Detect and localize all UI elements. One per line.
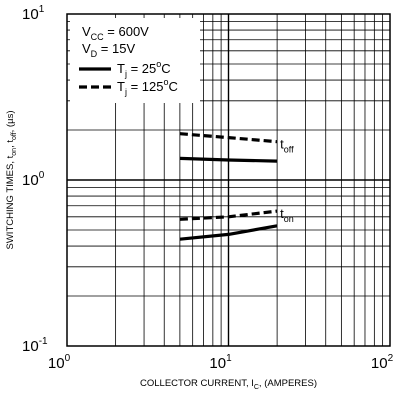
legend-cond-rest: = 600V [104, 24, 150, 39]
xlabel-sub: C [254, 384, 259, 391]
ylabel-sub2: off [11, 132, 18, 140]
series-line-off-dashed [179, 132, 278, 144]
legend-entry-unit: C [161, 61, 170, 76]
y-tick-base: 10 [22, 6, 39, 23]
x-tick-exponent: 2 [388, 353, 394, 364]
y-tick-label: 10-1 [22, 336, 48, 355]
annotation-ton: ton [280, 206, 294, 224]
legend-cond-rest: = 15V [97, 41, 135, 56]
annotation-sub: on [284, 214, 294, 224]
legend-entry-label: Tj = 25oC [117, 59, 171, 79]
y-tick-exponent: 1 [39, 4, 45, 15]
legend-entry-unit: C [168, 79, 177, 94]
plot-frame [66, 13, 391, 347]
xlabel-main: COLLECTOR CURRENT, I [140, 378, 254, 389]
y-tick-base: 10 [22, 172, 39, 189]
legend-cond-sub: CC [91, 32, 104, 42]
annotation-main: t [280, 136, 284, 151]
ylabel-suffix: , (µs) [5, 111, 16, 133]
series-line-on-dashed [179, 209, 278, 221]
series-line-on-solid [179, 224, 278, 241]
x-tick-base: 10 [209, 355, 226, 372]
legend-entry-main: T [117, 61, 125, 76]
xlabel-suffix: , (AMPERES) [259, 378, 317, 389]
y-tick-base: 10 [22, 338, 39, 355]
legend-entry-sup: o [156, 59, 161, 69]
ylabel-mid: , t [5, 140, 16, 148]
series-line-off-solid [179, 156, 278, 163]
legend-condition: VCC = 600V [82, 24, 149, 42]
y-axis-label: SWITCHING TIMES, ton, toff, (µs) [5, 111, 18, 250]
series-layer [179, 132, 278, 241]
annotation-toff: toff [280, 136, 294, 154]
grid [67, 14, 390, 346]
ylabel-sub1: on [11, 148, 18, 156]
legend-entry-sub: j [124, 69, 127, 79]
legend-entry-rest: = 25 [127, 61, 156, 76]
annotation-main: t [280, 206, 284, 221]
legend-cond-main: V [82, 24, 91, 39]
y-tick-exponent: -1 [39, 336, 48, 347]
x-tick-label: 100 [48, 353, 71, 372]
legend-entry-label: Tj = 125oC [117, 77, 178, 97]
x-tick-exponent: 1 [226, 353, 232, 364]
annotation-sub: off [284, 144, 294, 154]
legend-entry-sub: j [124, 87, 127, 97]
y-tick-exponent: 0 [39, 170, 45, 181]
ylabel-main: SWITCHING TIMES, t [5, 155, 16, 249]
legend-background [70, 18, 200, 103]
legend-entry-main: T [117, 79, 125, 94]
legend-cond-sub: D [91, 49, 98, 59]
y-tick-label: 100 [22, 170, 45, 189]
legend-entry-rest: = 125 [127, 79, 164, 94]
y-tick-label: 101 [22, 4, 45, 23]
legend-condition: VD = 15V [82, 41, 135, 59]
legend-cond-main: V [82, 41, 91, 56]
x-tick-label: 101 [209, 353, 232, 372]
x-tick-base: 10 [371, 355, 388, 372]
x-tick-label: 102 [371, 353, 394, 372]
x-axis-label: COLLECTOR CURRENT, IC, (AMPERES) [140, 378, 317, 391]
x-tick-base: 10 [48, 355, 65, 372]
x-tick-exponent: 0 [65, 353, 71, 364]
legend-entry-sup: o [163, 77, 168, 87]
